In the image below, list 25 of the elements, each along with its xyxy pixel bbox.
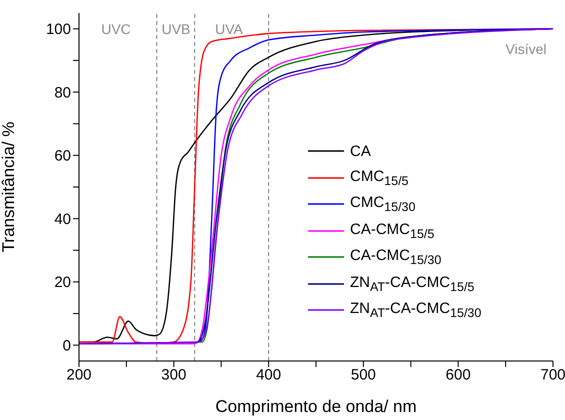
legend-label: CA [350, 142, 371, 160]
legend-label: ZN$_{AT}$-CA-CMC$_{15/5}$ [350, 274, 474, 294]
y-tick-label: 100 [46, 21, 71, 38]
annotation: Visível [506, 41, 546, 57]
x-axis-title: Comprimento de onda/ nm [215, 397, 417, 416]
y-tick-label: 20 [54, 274, 71, 292]
y-tick-label: 60 [54, 148, 71, 165]
annotation: UVC [101, 21, 131, 37]
x-tick-label: 700 [540, 366, 565, 384]
legend-label: ZN$_{AT}$-CA-CMC$_{15/30}$ [350, 300, 482, 320]
legend-label: CA-CMC$_{15/5}$ [350, 220, 434, 241]
x-tick-label: 300 [161, 366, 186, 384]
x-tick-label: 600 [446, 366, 471, 384]
x-tick-label: 400 [256, 366, 282, 384]
legend-label: CA-CMC$_{15/30}$ [350, 247, 442, 268]
legend-label: CMC$_{15/5}$ [350, 168, 409, 188]
x-tick-label: 200 [66, 366, 92, 384]
y-tick-label: 80 [54, 84, 71, 102]
y-axis-title: Transmitância/ % [0, 122, 18, 252]
annotation: UVB [162, 21, 190, 37]
y-tick-label: 0 [62, 338, 71, 355]
y-tick-label: 40 [54, 210, 71, 228]
annotation: UVA [215, 21, 243, 37]
legend-label: CMC$_{15/30}$ [350, 194, 416, 214]
x-tick-label: 500 [350, 366, 376, 384]
